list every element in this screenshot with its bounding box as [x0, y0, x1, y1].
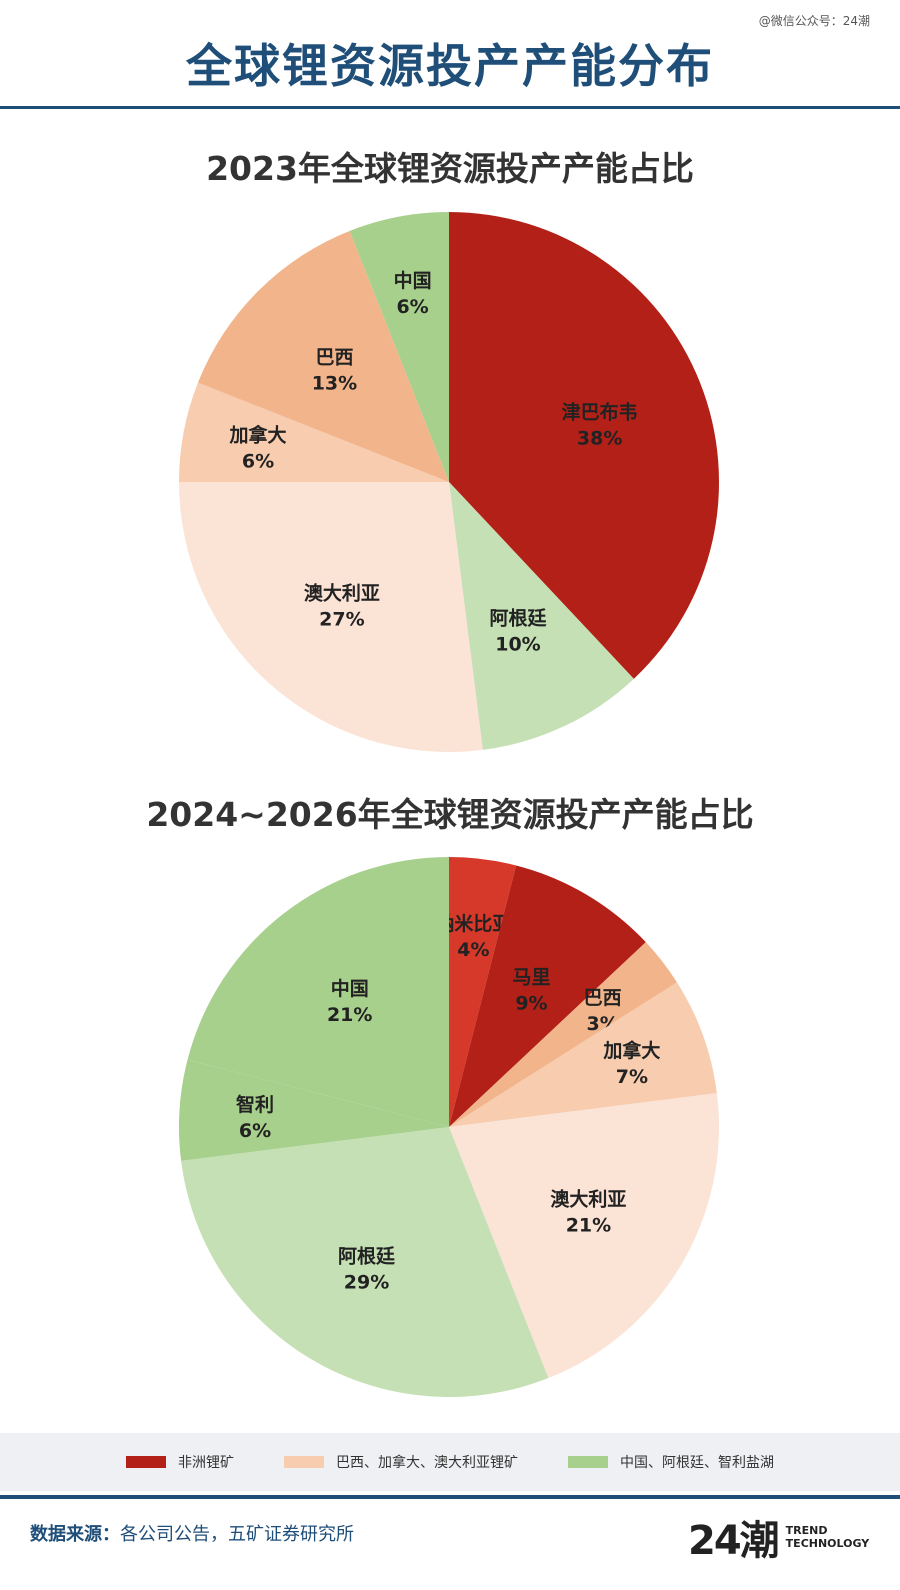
- legend-label: 非洲锂矿: [178, 1455, 234, 1471]
- slice-name-label: 智利: [236, 1093, 274, 1116]
- watermark: @微信公众号：24潮: [758, 14, 870, 28]
- slice-value-label: 21%: [327, 1004, 372, 1026]
- pie-slice: [449, 212, 719, 679]
- footer-divider: [0, 1495, 900, 1499]
- slice-value-label: 6%: [242, 451, 274, 473]
- slice-value-label: 9%: [515, 993, 547, 1015]
- pie-slice: [179, 482, 483, 752]
- pie-slice: [449, 982, 717, 1127]
- legend-item-salt-lakes: 中国、阿根廷、智利盐湖: [568, 1452, 774, 1472]
- chart-title-2023: 2023年全球锂资源投产产能占比: [206, 149, 694, 188]
- data-source-label: 数据来源：: [30, 1524, 120, 1545]
- slice-name-label: 中国: [394, 269, 432, 292]
- slice-value-label: 7%: [616, 1066, 648, 1088]
- logo-text-line2: TECHNOLOGY: [785, 1537, 870, 1550]
- slice-name-label: 纳米比亚: [435, 912, 511, 935]
- legend-item-africa: 非洲锂矿: [126, 1452, 234, 1472]
- pie-slice: [179, 382, 449, 482]
- legend: 非洲锂矿 巴西、加拿大、澳大利亚锂矿 中国、阿根廷、智利盐湖: [0, 1433, 900, 1491]
- slice-value-label: 38%: [577, 427, 622, 449]
- page-title: 全球锂资源投产产能分布: [186, 39, 714, 93]
- logo-mark: 24潮: [688, 1518, 780, 1564]
- legend-swatch: [284, 1456, 324, 1468]
- slice-value-label: 6%: [239, 1120, 271, 1142]
- legend-swatch: [126, 1456, 166, 1468]
- slice-name-label: 马里: [512, 967, 550, 989]
- slice-value-label: 27%: [319, 609, 364, 631]
- slice-value-label: 10%: [495, 634, 540, 656]
- legend-item-brazil-canada-australia: 巴西、加拿大、澳大利亚锂矿: [284, 1452, 518, 1472]
- pie-slice: [187, 857, 449, 1127]
- slice-name-label: 阿根廷: [338, 1244, 396, 1267]
- title-divider: [0, 106, 900, 109]
- slice-name-label: 津巴布韦: [562, 400, 638, 423]
- slice-value-label: 29%: [344, 1271, 389, 1293]
- data-source: 数据来源：各公司公告，五矿证券研究所: [30, 1520, 354, 1546]
- pie-slice: [349, 212, 449, 482]
- slice-value-label: 4%: [457, 939, 489, 961]
- slice-name-label: 巴西: [315, 346, 353, 368]
- pie-slice: [181, 1127, 549, 1397]
- legend-swatch: [568, 1456, 608, 1468]
- chart-title-2024-2026: 2024~2026年全球锂资源投产产能占比: [146, 795, 754, 834]
- pie-slice: [449, 865, 646, 1127]
- slice-name-label: 巴西: [584, 987, 622, 1009]
- slice-name-label: 中国: [331, 977, 369, 1000]
- pie-chart-2023: 津巴布韦 38% 阿根廷 10% 澳大利亚 27% 加拿大 6% 巴西 13% 中国 6%: [179, 212, 719, 752]
- logo-text-line1: TREND: [785, 1524, 828, 1537]
- slice-name-label: 加拿大: [229, 424, 287, 447]
- slice-value-label: 13%: [312, 372, 357, 394]
- pie-slice: [197, 230, 449, 482]
- slice-name-label: 阿根廷: [489, 607, 547, 630]
- slice-name-label: 加拿大: [602, 1039, 660, 1062]
- pie-slice: [179, 1059, 450, 1161]
- logo-text: TREND TECHNOLOGY: [786, 1524, 870, 1550]
- slice-value-label: 21%: [566, 1214, 611, 1236]
- pie-slice: [449, 942, 677, 1127]
- data-source-text: 各公司公告，五矿证券研究所: [120, 1524, 354, 1545]
- brand-logo: 24潮 TREND TECHNOLOGY: [688, 1508, 869, 1566]
- slice-name-label: 澳大利亚: [304, 582, 380, 605]
- pie-slice: [449, 1093, 719, 1379]
- slice-value-label: 6%: [396, 296, 428, 318]
- pie-slice: [449, 857, 517, 1127]
- pie-slice: [449, 482, 634, 750]
- slice-name-label: 澳大利亚: [550, 1187, 626, 1210]
- legend-label: 巴西、加拿大、澳大利亚锂矿: [336, 1455, 518, 1471]
- legend-label: 中国、阿根廷、智利盐湖: [620, 1455, 774, 1471]
